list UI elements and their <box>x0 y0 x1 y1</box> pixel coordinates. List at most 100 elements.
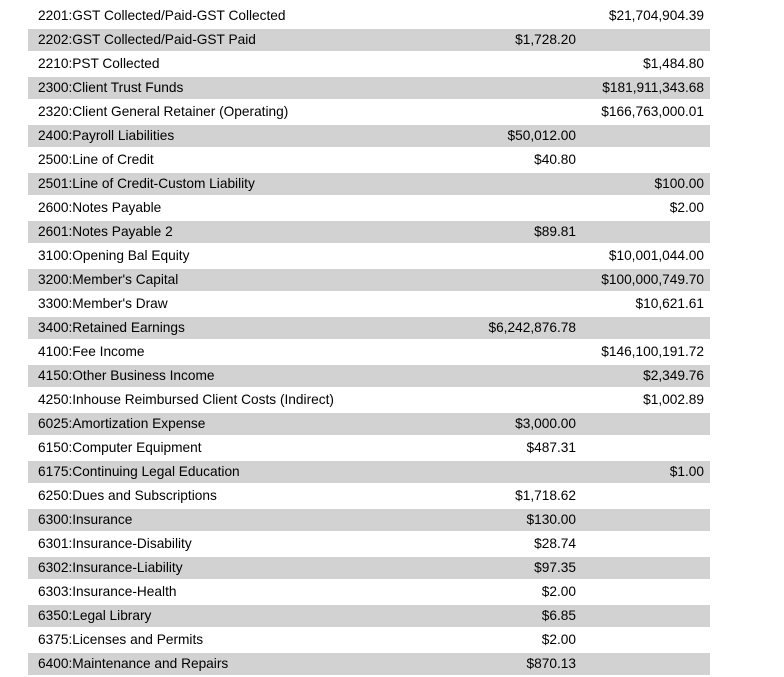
amount-right <box>576 557 710 579</box>
amount-right: $1.00 <box>669 464 704 479</box>
table-row[interactable]: 2210:PST Collected $1,484.80 <box>28 53 710 75</box>
amount-right <box>576 485 710 507</box>
table-row[interactable]: 2501:Line of Credit-Custom Liability $10… <box>28 173 710 195</box>
account-label: 2400:Payroll Liabilities <box>38 128 175 143</box>
table-row[interactable]: 2300:Client Trust Funds $181,911,343.68 <box>28 77 710 99</box>
account-label: 6350:Legal Library <box>38 608 152 623</box>
amount-right: $21,704,904.39 <box>608 8 704 23</box>
table-row[interactable]: 2320:Client General Retainer (Operating)… <box>28 101 710 123</box>
account-label: 6301:Insurance-Disability <box>38 536 192 551</box>
amount-middle <box>398 293 576 315</box>
amount-middle: $2.00 <box>541 632 576 647</box>
amount-middle <box>398 173 576 195</box>
amount-right: $100,000,749.70 <box>601 272 704 287</box>
amount-middle: $6,242,876.78 <box>488 320 576 335</box>
amount-middle <box>398 77 576 99</box>
amount-right: $2.00 <box>669 200 704 215</box>
amount-right <box>576 653 710 675</box>
amount-middle: $6.85 <box>541 608 576 623</box>
table-row[interactable]: 4250:Inhouse Reimbursed Client Costs (In… <box>28 389 710 411</box>
table-row[interactable]: 2600:Notes Payable $2.00 <box>28 197 710 219</box>
table-row[interactable]: 6300:Insurance $130.00 <box>28 509 710 531</box>
amount-middle: $50,012.00 <box>507 128 576 143</box>
table-row[interactable]: 6250:Dues and Subscriptions $1,718.62 <box>28 485 710 507</box>
table-row[interactable]: 6025:Amortization Expense $3,000.00 <box>28 413 710 435</box>
table-row[interactable]: 4150:Other Business Income $2,349.76 <box>28 365 710 387</box>
account-label: 6375:Licenses and Permits <box>38 632 204 647</box>
amount-middle: $1,718.62 <box>515 488 576 503</box>
table-row[interactable]: 4100:Fee Income $146,100,191.72 <box>28 341 710 363</box>
amount-middle: $28.74 <box>534 536 576 551</box>
amount-right <box>576 437 710 459</box>
account-label: 2601:Notes Payable 2 <box>38 224 173 239</box>
account-label: 2320:Client General Retainer (Operating) <box>38 104 289 119</box>
amount-right <box>576 533 710 555</box>
amount-middle <box>398 365 576 387</box>
amount-right <box>576 317 710 339</box>
amount-right <box>576 221 710 243</box>
account-label: 4100:Fee Income <box>38 344 145 359</box>
account-label: 6400:Maintenance and Repairs <box>38 656 229 671</box>
amount-middle: $3,000.00 <box>515 416 576 431</box>
amount-right: $181,911,343.68 <box>602 80 704 95</box>
table-row[interactable]: 3400:Retained Earnings $6,242,876.78 <box>28 317 710 339</box>
account-label: 2210:PST Collected <box>38 56 160 71</box>
table-row[interactable]: 6350:Legal Library $6.85 <box>28 605 710 627</box>
amount-right <box>576 605 710 627</box>
account-label: 6300:Insurance <box>38 512 133 527</box>
account-label: 6302:Insurance-Liability <box>38 560 183 575</box>
table-row[interactable]: 6150:Computer Equipment $487.31 <box>28 437 710 459</box>
table-row[interactable]: 2400:Payroll Liabilities $50,012.00 <box>28 125 710 147</box>
account-label: 6250:Dues and Subscriptions <box>38 488 217 503</box>
account-label: 4150:Other Business Income <box>38 368 215 383</box>
amount-middle <box>398 389 576 411</box>
table-row[interactable]: 2500:Line of Credit $40.80 <box>28 149 710 171</box>
amount-right <box>576 29 710 51</box>
account-label: 2500:Line of Credit <box>38 152 154 167</box>
amount-middle <box>398 53 576 75</box>
amount-right: $2,349.76 <box>643 368 704 383</box>
table-row[interactable]: 6400:Maintenance and Repairs $870.13 <box>28 653 710 675</box>
amount-middle: $870.13 <box>526 656 576 671</box>
amount-right <box>576 509 710 531</box>
account-label: 3300:Member's Draw <box>38 296 168 311</box>
amount-right <box>576 149 710 171</box>
account-label: 6303:Insurance-Health <box>38 584 177 599</box>
amount-middle <box>398 101 576 123</box>
account-balance-table: 2201:GST Collected/Paid-GST Collected $2… <box>28 5 710 677</box>
account-label: 2300:Client Trust Funds <box>38 80 184 95</box>
amount-middle: $1,728.20 <box>515 32 576 47</box>
amount-right <box>576 413 710 435</box>
table-row[interactable]: 2201:GST Collected/Paid-GST Collected $2… <box>28 5 710 27</box>
table-row[interactable]: 3200:Member's Capital $100,000,749.70 <box>28 269 710 291</box>
amount-middle <box>398 341 576 363</box>
table-row[interactable]: 6175:Continuing Legal Education $1.00 <box>28 461 710 483</box>
amount-right: $1,002.89 <box>643 392 704 407</box>
table-row[interactable]: 3300:Member's Draw $10,621.61 <box>28 293 710 315</box>
account-label: 2600:Notes Payable <box>38 200 162 215</box>
account-label: 2501:Line of Credit-Custom Liability <box>38 176 255 191</box>
amount-right: $100.00 <box>654 176 704 191</box>
account-label: 3100:Opening Bal Equity <box>38 248 190 263</box>
account-label: 3200:Member's Capital <box>38 272 179 287</box>
table-row[interactable]: 6375:Licenses and Permits $2.00 <box>28 629 710 651</box>
amount-right: $166,763,000.01 <box>601 104 704 119</box>
amount-middle <box>398 269 576 291</box>
table-row[interactable]: 2202:GST Collected/Paid-GST Paid $1,728.… <box>28 29 710 51</box>
table-row[interactable]: 6301:Insurance-Disability $28.74 <box>28 533 710 555</box>
account-label: 6175:Continuing Legal Education <box>38 464 240 479</box>
amount-right <box>576 581 710 603</box>
table-row[interactable]: 6303:Insurance-Health $2.00 <box>28 581 710 603</box>
table-row[interactable]: 6302:Insurance-Liability $97.35 <box>28 557 710 579</box>
account-label: 2202:GST Collected/Paid-GST Paid <box>38 32 256 47</box>
table-row[interactable]: 2601:Notes Payable 2 $89.81 <box>28 221 710 243</box>
amount-middle <box>398 245 576 267</box>
amount-middle: $487.31 <box>526 440 576 455</box>
amount-right <box>576 125 710 147</box>
amount-right: $10,621.61 <box>635 296 704 311</box>
table-row[interactable]: 3100:Opening Bal Equity $10,001,044.00 <box>28 245 710 267</box>
amount-right: $146,100,191.72 <box>601 344 704 359</box>
amount-middle: $130.00 <box>526 512 576 527</box>
account-label: 2201:GST Collected/Paid-GST Collected <box>38 8 286 23</box>
amount-right: $10,001,044.00 <box>608 248 704 263</box>
